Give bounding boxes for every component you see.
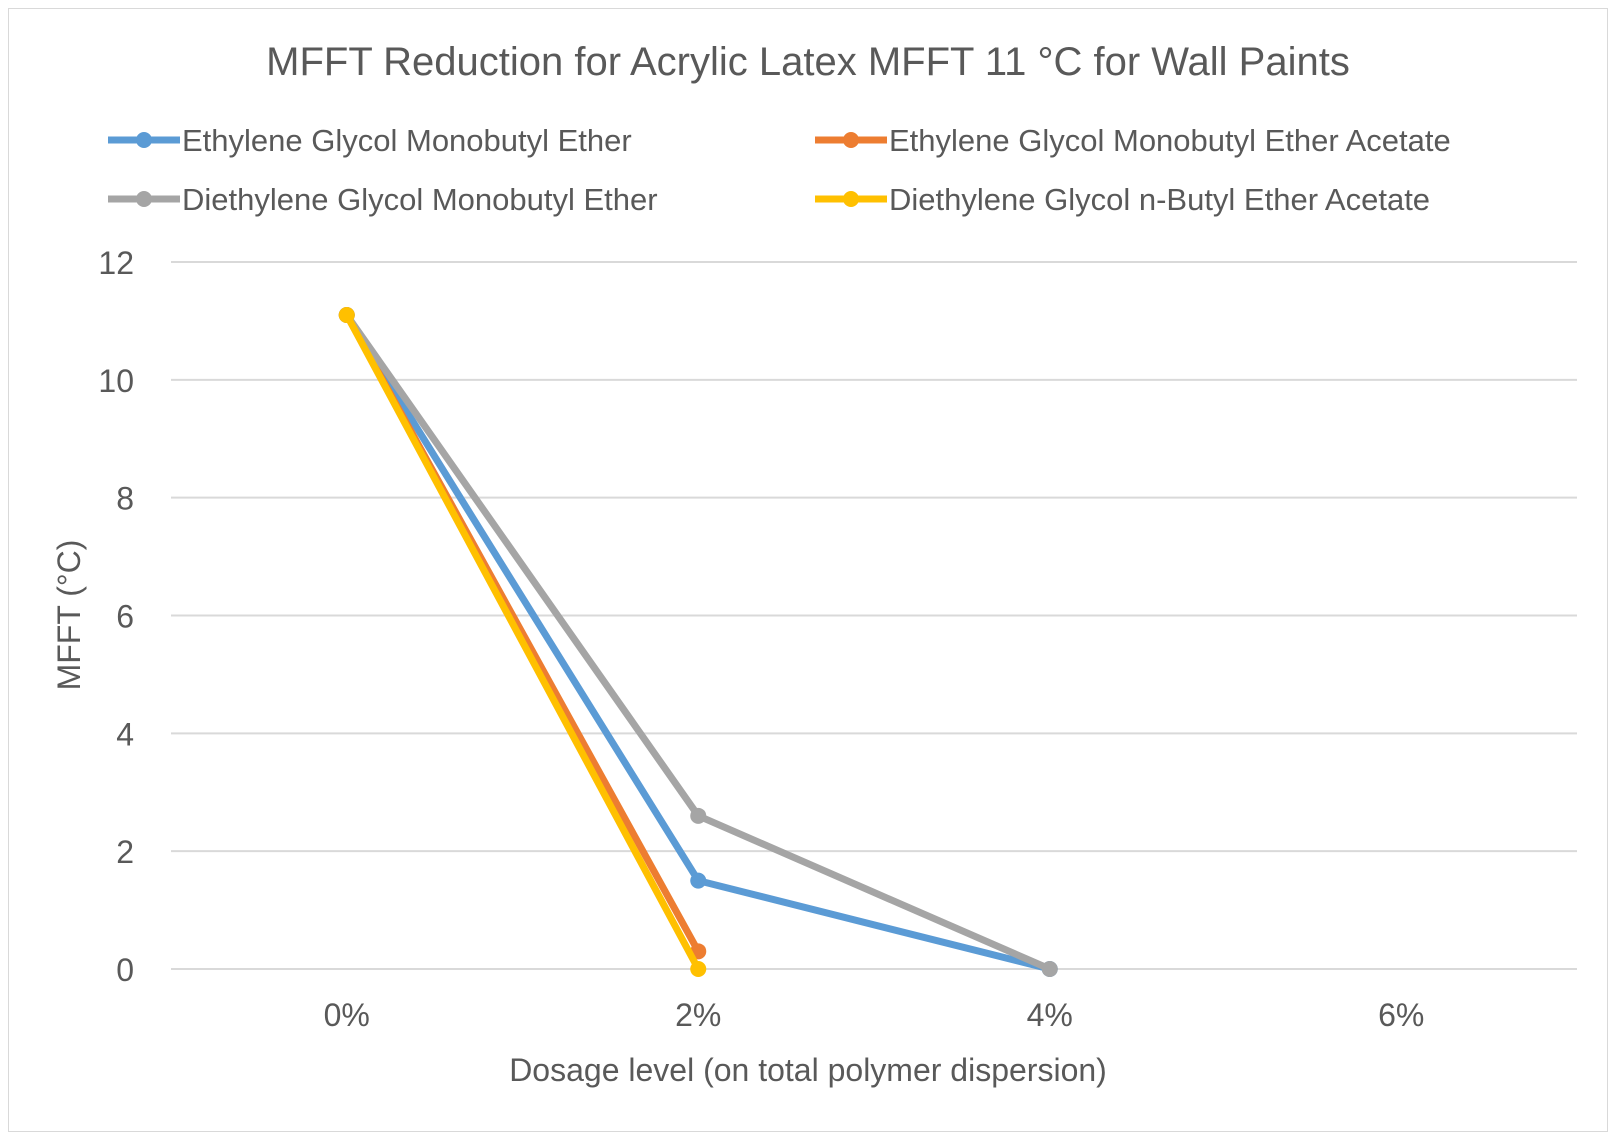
y-tick-label: 0 <box>116 952 134 988</box>
series-line <box>343 311 702 973</box>
legend-marker <box>136 191 152 207</box>
data-point <box>690 961 707 977</box>
legend-label: Ethylene Glycol Monobutyl Ether Acetate <box>889 123 1451 158</box>
series-line <box>343 311 1054 973</box>
legend-item: Diethylene Glycol n-Butyl Ether Acetate <box>815 182 1430 217</box>
legend-item: Ethylene Glycol Monobutyl Ether <box>108 123 632 158</box>
legend: Ethylene Glycol Monobutyl Ether Ethylene … <box>108 123 1451 217</box>
data-point <box>690 872 707 889</box>
gridlines <box>171 261 1577 970</box>
series-lines <box>338 307 1058 977</box>
legend-label: Diethylene Glycol n-Butyl Ether Acetate <box>889 182 1430 217</box>
y-tick-label: 12 <box>98 245 134 281</box>
data-point <box>338 307 355 324</box>
y-tick-labels: 0 2 4 6 8 10 12 <box>98 245 134 988</box>
y-tick-label: 10 <box>98 363 134 399</box>
x-axis-label: Dosage level (on total polymer dispersio… <box>509 1052 1107 1088</box>
x-tick-labels: 0% 2% 4% 6% <box>324 997 1425 1033</box>
y-axis-label: MFFT (°C) <box>51 540 87 691</box>
legend-marker <box>136 132 152 148</box>
x-tick-label: 2% <box>675 997 721 1033</box>
y-tick-label: 6 <box>116 599 134 635</box>
y-tick-label: 2 <box>116 834 134 870</box>
series-3 <box>338 307 707 977</box>
data-point <box>690 807 707 824</box>
legend-marker <box>843 132 859 148</box>
y-tick-label: 4 <box>116 716 134 752</box>
series-line <box>343 311 1054 973</box>
x-tick-label: 6% <box>1378 997 1424 1033</box>
legend-item: Diethylene Glycol Monobutyl Ether <box>108 182 658 217</box>
legend-marker <box>843 191 859 207</box>
y-tick-label: 8 <box>116 481 134 517</box>
x-tick-label: 0% <box>324 997 370 1033</box>
legend-item: Ethylene Glycol Monobutyl Ether Acetate <box>815 123 1451 158</box>
legend-label: Diethylene Glycol Monobutyl Ether <box>182 182 658 217</box>
legend-label: Ethylene Glycol Monobutyl Ether <box>182 123 632 158</box>
data-point <box>1041 961 1058 977</box>
chart-title: MFFT Reduction for Acrylic Latex MFFT 11… <box>266 40 1350 84</box>
chart-frame <box>8 8 1608 1132</box>
x-tick-label: 4% <box>1027 997 1073 1033</box>
series-0 <box>338 307 1058 977</box>
